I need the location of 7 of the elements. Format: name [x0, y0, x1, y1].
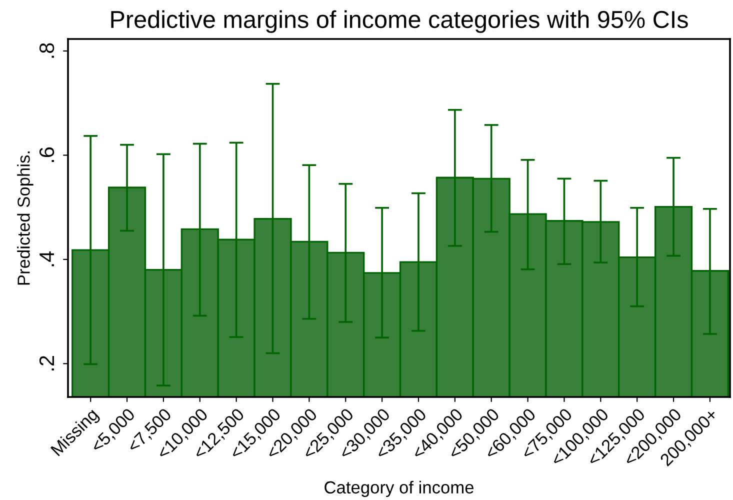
y-tick-label: .4: [40, 251, 54, 266]
y-axis-title: Predicted Sophis.: [17, 152, 34, 285]
chart-title: Predictive margins of income categories with 95% CIs: [111, 10, 688, 33]
y-tick-label: .6: [39, 147, 54, 162]
y-tick-label: .2: [39, 356, 54, 370]
x-axis-title: Category of income: [324, 480, 474, 497]
y-tick-label: .8: [39, 43, 54, 58]
